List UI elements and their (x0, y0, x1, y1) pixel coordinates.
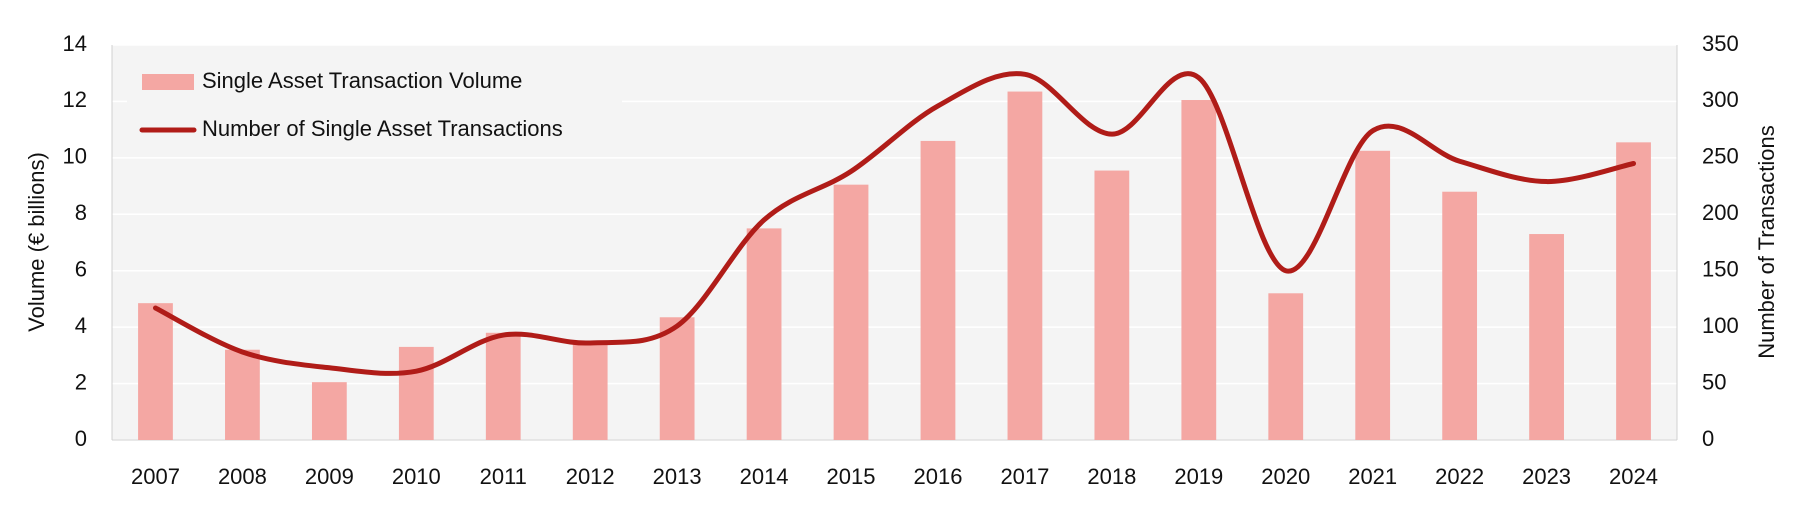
x-tick-label: 2018 (1087, 464, 1136, 489)
y-tick-label: 8 (75, 200, 87, 225)
x-tick-label: 2024 (1609, 464, 1658, 489)
x-tick-label: 2010 (392, 464, 441, 489)
x-tick-label: 2009 (305, 464, 354, 489)
y2-tick-label: 350 (1702, 31, 1739, 56)
y-tick-label: 10 (63, 144, 87, 169)
bar (920, 140, 956, 440)
y2-tick-label: 0 (1702, 426, 1714, 451)
bar (1616, 142, 1651, 440)
y-tick-label: 4 (75, 313, 87, 338)
bar (398, 346, 434, 440)
legend-swatch (142, 74, 194, 90)
x-tick-label: 2020 (1261, 464, 1310, 489)
y-tick-label: 2 (75, 369, 87, 394)
bar (225, 349, 260, 440)
legend-box (127, 50, 622, 155)
x-tick-label: 2013 (653, 464, 702, 489)
x-tick-label: 2023 (1522, 464, 1571, 489)
y2-tick-label: 150 (1702, 257, 1739, 282)
bar (1181, 100, 1217, 441)
bar (572, 341, 608, 440)
y2-tick-label: 100 (1702, 313, 1739, 338)
line (152, 71, 1637, 376)
x-tick-label: 2012 (566, 464, 615, 489)
bar (1007, 91, 1043, 440)
y-tick-label: 14 (63, 31, 87, 56)
y-tick-label: 0 (75, 426, 87, 451)
y-axis-label: Volume (€ billions) (24, 152, 49, 332)
legend-label: Number of Single Asset Transactions (202, 116, 563, 141)
y2-axis-label: Number of Transactions (1754, 125, 1779, 359)
bar (1529, 234, 1564, 440)
x-tick-label: 2008 (218, 464, 267, 489)
y-tick-label: 6 (75, 257, 87, 282)
bar (1355, 150, 1391, 440)
bar (1268, 293, 1304, 440)
y2-tick-label: 50 (1702, 369, 1726, 394)
y2-tick-label: 300 (1702, 87, 1739, 112)
legend-label: Single Asset Transaction Volume (202, 68, 522, 93)
x-tick-label: 2017 (1000, 464, 1049, 489)
y2-tick-label: 200 (1702, 200, 1739, 225)
x-tick-label: 2011 (480, 464, 527, 489)
x-tick-label: 2014 (740, 464, 789, 489)
x-tick-label: 2021 (1348, 464, 1397, 489)
y-tick-label: 12 (63, 87, 87, 112)
bar (1442, 191, 1478, 440)
x-tick-label: 2016 (913, 464, 962, 489)
x-tick-label: 2015 (827, 464, 876, 489)
bar (485, 332, 521, 440)
x-tick-label: 2007 (131, 464, 180, 489)
y2-tick-label: 250 (1702, 144, 1739, 169)
x-tick-label: 2022 (1435, 464, 1484, 489)
bar (746, 228, 782, 440)
bar (833, 184, 869, 440)
x-tick-label: 2019 (1174, 464, 1223, 489)
bar (311, 382, 347, 440)
bar (138, 303, 173, 440)
bar (659, 317, 695, 440)
bar (1094, 170, 1130, 440)
